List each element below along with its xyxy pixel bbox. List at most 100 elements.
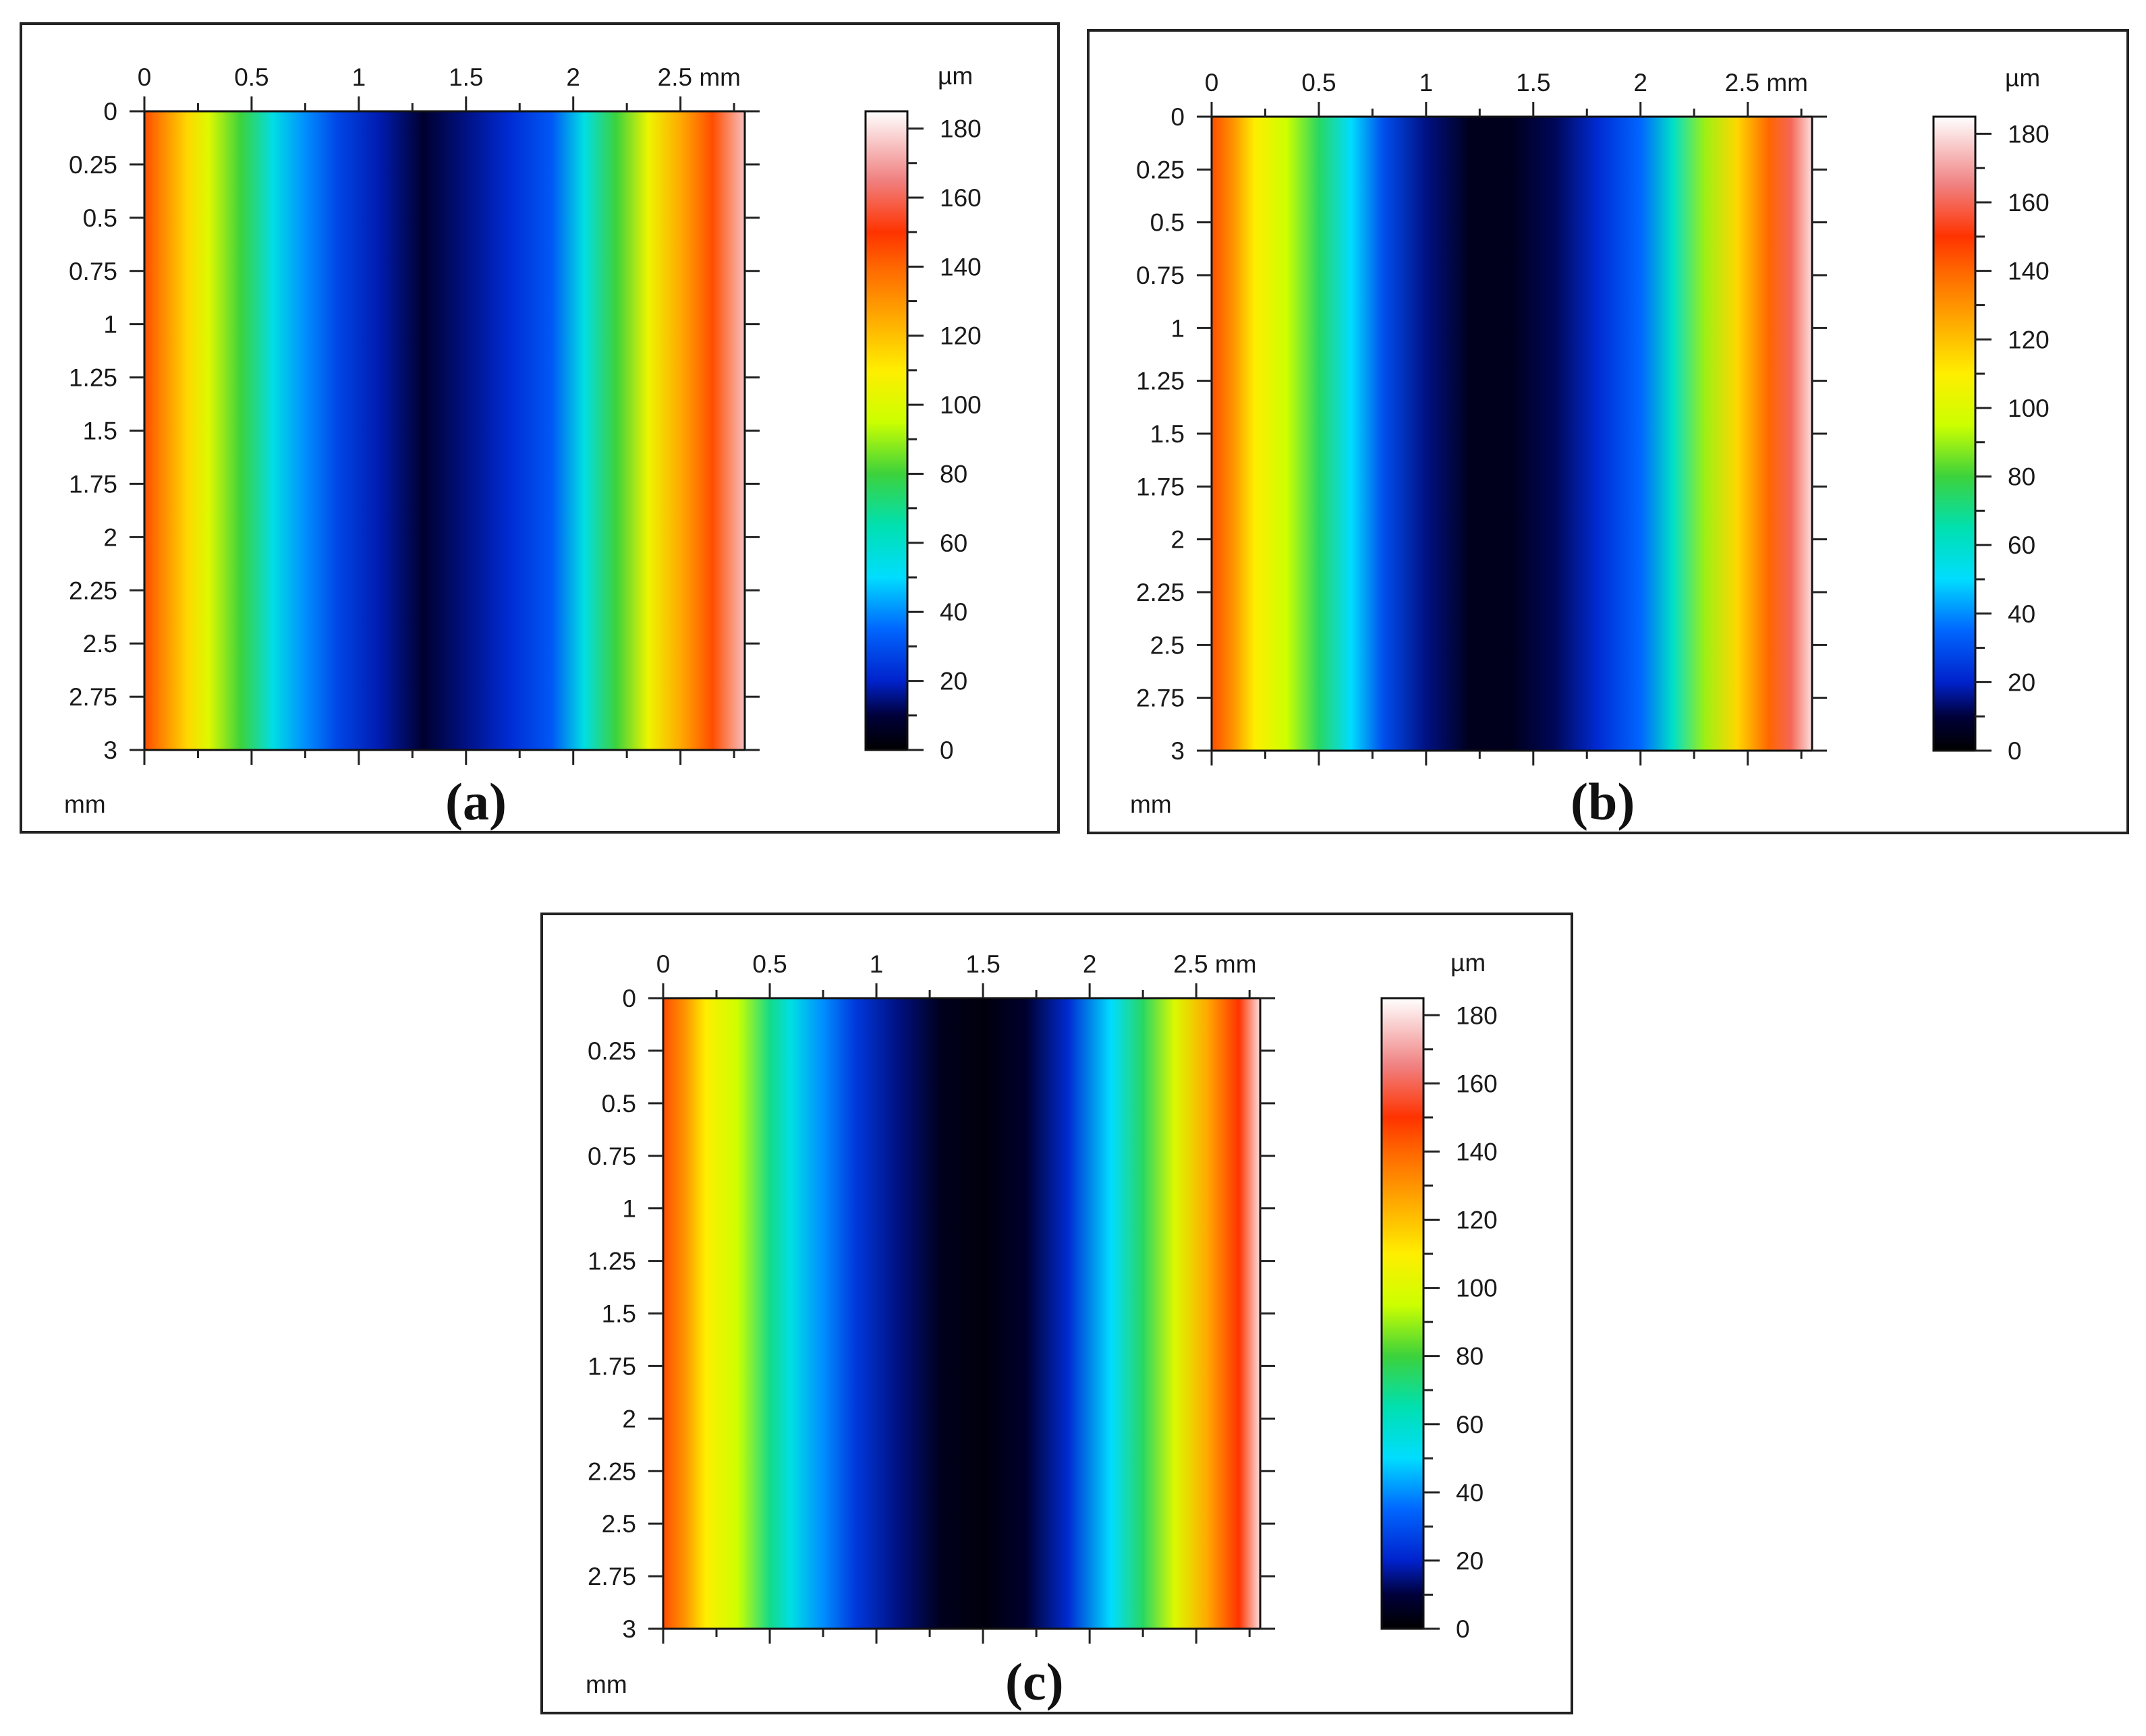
x-tick-label: 2 bbox=[1083, 950, 1097, 978]
colorbar-tick-label: 0 bbox=[2008, 737, 2022, 765]
colorbar-tick-label: 40 bbox=[940, 598, 967, 626]
x-tick-label: 1 bbox=[352, 63, 366, 91]
y-tick-label: 0.75 bbox=[69, 258, 117, 285]
colorbar-tick-label: 100 bbox=[1456, 1275, 1498, 1302]
y-tick-label: 1.5 bbox=[602, 1300, 636, 1328]
y-tick-label: 2.25 bbox=[69, 577, 117, 604]
colorbar-tick-label: 180 bbox=[940, 115, 982, 143]
x-tick-label: 2.5 mm bbox=[658, 63, 741, 91]
panel-a-x-ticks: 0 0.5 1 1.5 2 2.5 mm bbox=[138, 63, 741, 765]
x-tick-label: 1.5 bbox=[965, 950, 1000, 978]
y-tick-label: 1.25 bbox=[69, 364, 117, 392]
colorbar-tick-label: 140 bbox=[940, 253, 982, 281]
panel-a-y-ticks: 0 0.25 0.5 0.75 1 1.25 1.5 1.75 2 2.25 2.5 2.75 3 bbox=[69, 98, 760, 764]
panel-c-colorbar-ticks: 180 160 140 120 100 80 60 40 20 0 bbox=[1423, 1002, 1498, 1643]
y-tick-label: 1 bbox=[622, 1195, 636, 1223]
panel-b-colorbar bbox=[1932, 115, 1977, 752]
panel-a-y-unit: mm bbox=[64, 790, 106, 818]
panel-b-label: (b) bbox=[1571, 772, 1635, 831]
panel-a: 0 0.5 1 1.5 2 2.5 mm 0 0.25 0.5 0.75 1 1.25 1.5 1.75… bbox=[20, 22, 1060, 834]
x-tick-label: 1.5 bbox=[1516, 69, 1550, 96]
panel-b-x-ticks: 0 0.5 1 1.5 2 2.5 mm bbox=[1205, 69, 1808, 765]
panel-a-colorbar-unit: µm bbox=[938, 62, 973, 90]
y-tick-label: 2.25 bbox=[1136, 579, 1185, 606]
panel-c-y-unit: mm bbox=[586, 1671, 627, 1698]
colorbar-tick-label: 40 bbox=[1456, 1479, 1484, 1507]
panel-b-colorbar-ticks: 180 160 140 120 100 80 60 40 20 0 bbox=[1975, 120, 2050, 765]
panel-c-heatmap bbox=[662, 997, 1262, 1630]
panel-c-colorbar-unit: µm bbox=[1450, 949, 1486, 977]
y-tick-label: 2.75 bbox=[69, 683, 117, 711]
y-tick-label: 0 bbox=[103, 98, 117, 125]
y-tick-label: 0 bbox=[1170, 103, 1185, 131]
x-tick-label: 2.5 mm bbox=[1173, 950, 1256, 978]
panel-b-y-ticks: 0 0.25 0.5 0.75 1 1.25 1.5 1.75 2 2.25 2.5 2.75 3 bbox=[1136, 103, 1827, 765]
colorbar-tick-label: 120 bbox=[1456, 1207, 1498, 1234]
panel-c-x-ticks: 0 0.5 1 1.5 2 2.5 mm bbox=[656, 950, 1257, 1644]
x-tick-label: 0 bbox=[656, 950, 671, 978]
x-tick-label: 0.5 bbox=[234, 63, 269, 91]
panel-a-colorbar bbox=[864, 110, 909, 751]
y-tick-label: 1 bbox=[1170, 314, 1185, 342]
y-tick-label: 1.5 bbox=[1150, 420, 1185, 448]
colorbar-tick-label: 180 bbox=[2008, 120, 2050, 148]
y-tick-label: 0.25 bbox=[69, 151, 117, 179]
y-tick-label: 1.75 bbox=[69, 470, 117, 498]
colorbar-tick-label: 80 bbox=[2008, 463, 2035, 491]
x-tick-label: 0.5 bbox=[752, 950, 787, 978]
x-tick-label: 2 bbox=[1633, 69, 1647, 96]
y-tick-label: 0 bbox=[622, 985, 636, 1012]
y-tick-label: 0.5 bbox=[83, 204, 117, 232]
y-tick-label: 1.25 bbox=[1136, 368, 1185, 395]
colorbar-tick-label: 100 bbox=[2008, 395, 2050, 422]
colorbar-tick-label: 160 bbox=[2008, 189, 2050, 216]
y-tick-label: 0.75 bbox=[588, 1142, 636, 1170]
colorbar-tick-label: 20 bbox=[940, 668, 967, 695]
y-tick-label: 1.25 bbox=[588, 1248, 636, 1275]
x-tick-label: 2 bbox=[566, 63, 580, 91]
panel-a-label: (a) bbox=[445, 772, 507, 831]
y-tick-label: 2 bbox=[1170, 526, 1185, 554]
y-tick-label: 2.75 bbox=[1136, 685, 1185, 712]
panel-a-heatmap bbox=[143, 110, 746, 751]
y-tick-label: 0.25 bbox=[588, 1037, 636, 1065]
x-tick-label: 1.5 bbox=[449, 63, 483, 91]
colorbar-tick-label: 80 bbox=[1456, 1343, 1484, 1370]
panel-b: 0 0.5 1 1.5 2 2.5 mm 0 0.25 0.5 0.75 1 1.25 1.5 1.75… bbox=[1087, 29, 2129, 834]
colorbar-tick-label: 80 bbox=[940, 460, 967, 488]
x-tick-label: 2.5 mm bbox=[1725, 69, 1808, 96]
y-tick-label: 3 bbox=[622, 1615, 636, 1643]
panel-c-colorbar bbox=[1380, 997, 1425, 1630]
colorbar-tick-label: 180 bbox=[1456, 1002, 1498, 1029]
x-tick-label: 0 bbox=[138, 63, 152, 91]
panel-b-colorbar-unit: µm bbox=[2005, 64, 2040, 92]
colorbar-tick-label: 100 bbox=[940, 391, 982, 419]
colorbar-tick-label: 160 bbox=[940, 184, 982, 212]
y-tick-label: 2 bbox=[103, 523, 117, 551]
panel-c-y-ticks: 0 0.25 0.5 0.75 1 1.25 1.5 1.75 2 2.25 2.5 2.75 3 bbox=[588, 985, 1275, 1643]
colorbar-tick-label: 140 bbox=[1456, 1138, 1498, 1165]
y-tick-label: 0.25 bbox=[1136, 156, 1185, 183]
y-tick-label: 2 bbox=[622, 1405, 636, 1433]
colorbar-tick-label: 20 bbox=[1456, 1547, 1484, 1575]
panel-a-colorbar-ticks: 180 160 140 120 100 80 60 40 20 0 bbox=[907, 115, 982, 764]
colorbar-tick-label: 120 bbox=[940, 322, 982, 350]
y-tick-label: 2.25 bbox=[588, 1457, 636, 1485]
y-tick-label: 2.5 bbox=[83, 630, 117, 658]
colorbar-tick-label: 120 bbox=[2008, 326, 2050, 353]
panel-b-y-unit: mm bbox=[1130, 790, 1172, 818]
y-tick-label: 3 bbox=[103, 736, 117, 764]
x-tick-label: 0.5 bbox=[1301, 69, 1336, 96]
panel-b-heatmap bbox=[1210, 115, 1813, 752]
colorbar-tick-label: 60 bbox=[1456, 1411, 1484, 1439]
colorbar-tick-label: 60 bbox=[940, 529, 967, 557]
y-tick-label: 0.75 bbox=[1136, 262, 1185, 289]
x-tick-label: 1 bbox=[870, 950, 884, 978]
colorbar-tick-label: 140 bbox=[2008, 258, 2050, 285]
y-tick-label: 1.5 bbox=[83, 417, 117, 445]
panel-c: 0 0.5 1 1.5 2 2.5 mm 0 0.25 0.5 0.75 1 1.25 1.5 1.75… bbox=[540, 913, 1573, 1714]
panel-c-label: (c) bbox=[1005, 1652, 1064, 1711]
y-tick-label: 1 bbox=[103, 311, 117, 339]
colorbar-tick-label: 160 bbox=[1456, 1070, 1498, 1097]
